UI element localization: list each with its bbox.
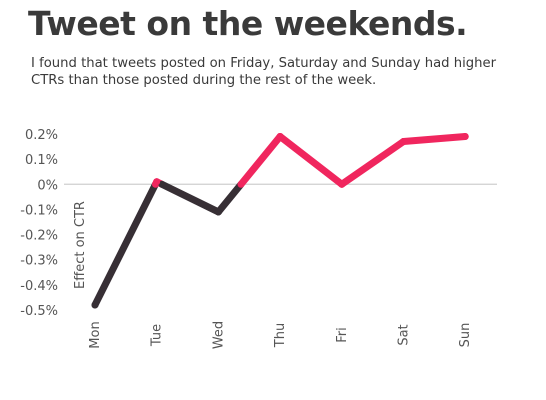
data-point (276, 133, 284, 141)
series-segment (276, 133, 346, 188)
y-axis-label: Effect on CTR (73, 201, 88, 289)
y-tick-label: -0.5% (20, 304, 58, 319)
x-tick-label: Sun (458, 323, 473, 348)
data-point (338, 180, 346, 188)
y-tick-label: 0.1% (25, 153, 58, 168)
y-tick-label: -0.4% (20, 279, 58, 294)
series-segment (400, 133, 469, 146)
data-point (91, 301, 99, 309)
y-tick-label: 0% (37, 178, 58, 193)
data-point (214, 208, 222, 216)
x-axis-ticks: Mon Tue Wed Thu Fri Sat Sun (88, 321, 473, 349)
y-tick-label: -0.3% (20, 254, 58, 269)
chart-subtitle: I found that tweets posted on Friday, Sa… (31, 56, 497, 88)
y-axis-ticks: 0.2% 0.1% 0% -0.1% -0.2% -0.3% -0.4% -0.5% (20, 128, 58, 319)
x-tick-label: Mon (88, 321, 103, 348)
x-tick-label: Wed (211, 321, 226, 349)
y-tick-label: -0.2% (20, 229, 58, 244)
x-tick-label: Fri (335, 327, 350, 343)
data-point (461, 133, 469, 141)
series-segment (214, 180, 245, 216)
data-point (400, 138, 407, 146)
y-tick-label: 0.2% (25, 128, 58, 143)
series-segment (91, 180, 159, 309)
ctr-series (91, 133, 469, 309)
series-segment (338, 138, 407, 188)
x-tick-label: Tue (150, 324, 165, 347)
series-segment (158, 180, 222, 216)
x-tick-label: Sat (397, 324, 412, 345)
chart-title: Tweet on the weekends. (28, 4, 468, 43)
y-tick-label: -0.1% (20, 203, 58, 218)
series-segment (237, 133, 284, 188)
data-point (153, 178, 161, 186)
x-tick-label: Thu (273, 323, 288, 348)
